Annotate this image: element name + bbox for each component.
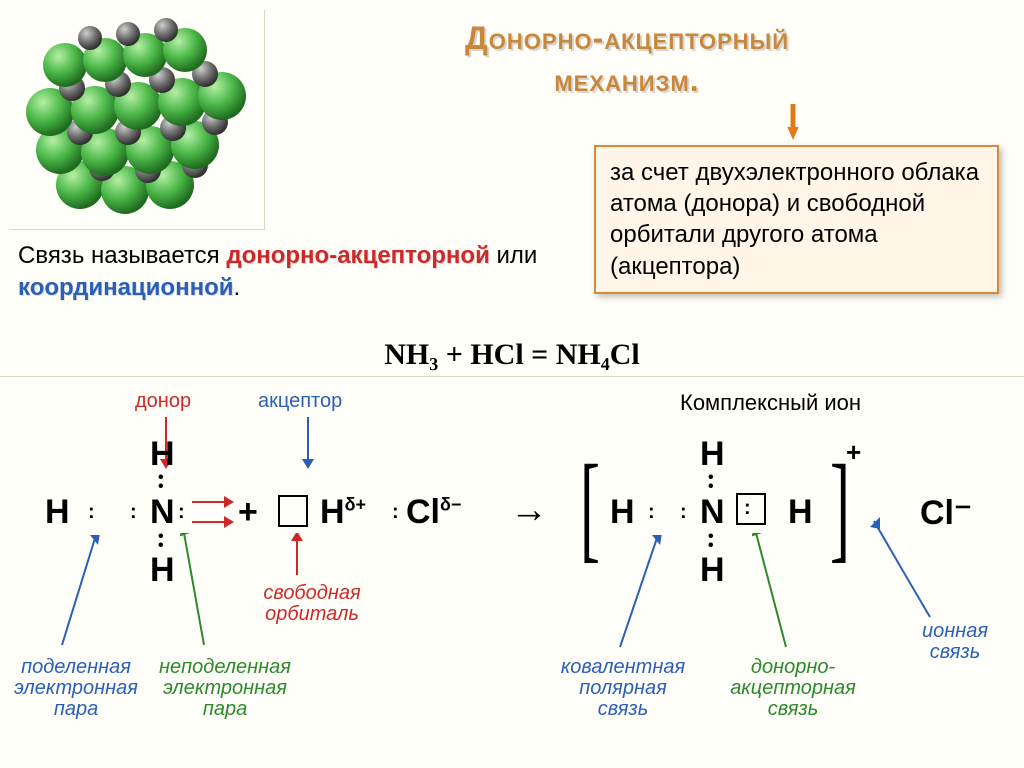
subtext-mid: или xyxy=(490,242,537,269)
plus-sign: + xyxy=(238,493,258,532)
atom-h-acceptor: Hδ+ xyxy=(320,493,366,532)
arrow-down-icon xyxy=(786,104,800,140)
label-da-1: донорно- xyxy=(751,656,835,678)
dots-lone-pair: : xyxy=(178,501,184,524)
label-shared-1: поделенная xyxy=(21,656,131,678)
atom-h-left: H xyxy=(45,493,70,532)
title-line-1: Донорно-акцепторный xyxy=(465,20,789,56)
label-ionic-1: ионная xyxy=(922,620,988,642)
arrow-lone-pair-2 xyxy=(192,515,234,529)
label-acceptor: акцептор xyxy=(258,391,342,412)
label-da-bond: донорно- акцепторная связь xyxy=(718,657,868,720)
dots-n-top-r: •• xyxy=(708,474,714,492)
label-complex-ion: Комплексный ион xyxy=(680,391,861,414)
page-title: Донорно-акцепторный механизм. xyxy=(270,18,984,101)
label-shared-pair: поделенная электронная пара xyxy=(6,657,146,720)
subtext-post: . xyxy=(233,274,240,301)
arrow-shared-pair xyxy=(56,535,102,653)
atom-n-r: N xyxy=(700,493,725,532)
dots-n-bottom-r: •• xyxy=(708,533,714,551)
empty-orbital-box xyxy=(278,495,308,527)
label-freeorb-1: свободная xyxy=(263,582,360,604)
info-box: за счет двухэлектронного облака атома (д… xyxy=(594,145,999,294)
label-free-orbital: свободная орбиталь xyxy=(252,583,372,625)
label-cov-2: полярная xyxy=(579,677,667,699)
molecule-svg xyxy=(10,10,265,230)
arrow-free-orbital xyxy=(290,533,304,581)
arrow-acceptor xyxy=(302,417,314,469)
subtext-coord: координационной xyxy=(18,274,233,301)
delta-minus-sup: δ− xyxy=(440,495,461,515)
label-ionic: ионная связь xyxy=(900,621,1010,663)
mechanism-diagram: донор акцептор Комплексный ион H H N H •… xyxy=(0,376,1024,756)
atom-h-right-r: H xyxy=(788,493,813,532)
label-ionic-2: связь xyxy=(930,641,981,663)
atom-h-bottom-r: H xyxy=(700,551,725,590)
da-orbital-box xyxy=(736,493,766,525)
molecule-illustration xyxy=(10,10,265,230)
dots-n-top: •• xyxy=(158,474,164,492)
label-donor: донор xyxy=(135,391,191,412)
label-covalent-polar: ковалентная полярная связь xyxy=(548,657,698,720)
label-da-3: связь xyxy=(768,698,819,720)
complex-charge: + xyxy=(846,437,861,468)
delta-plus-sup: δ+ xyxy=(345,495,366,515)
label-lone-1: неподеленная xyxy=(159,656,291,678)
atom-cl-left: Clδ− xyxy=(406,493,461,532)
dots-left-shared: : xyxy=(88,501,94,524)
atom-h-left-r: H xyxy=(610,493,635,532)
reaction-arrow: → xyxy=(510,489,548,532)
arrow-ionic xyxy=(870,513,960,623)
bond-definition: Связь называется донорно-акцепторной или… xyxy=(18,240,548,305)
title-line-2: механизм. xyxy=(554,62,699,98)
arrow-lone-pair-1 xyxy=(192,495,234,509)
label-shared-3: пара xyxy=(54,698,98,720)
atom-n: N xyxy=(150,493,175,532)
arrow-da-bond xyxy=(752,533,792,653)
arrow-lone-pair-down xyxy=(180,533,210,653)
dots-da: : xyxy=(744,497,750,520)
arrow-covalent xyxy=(614,535,666,653)
dots-n-bottom: •• xyxy=(158,533,164,551)
atom-h-bottom: H xyxy=(150,551,175,590)
label-cov-1: ковалентная xyxy=(561,656,685,678)
subtext-pre: Связь называется xyxy=(18,242,226,269)
label-lone-2: электронная xyxy=(163,677,287,699)
label-da-2: акцепторная xyxy=(730,677,856,699)
label-freeorb-2: орбиталь xyxy=(265,603,359,625)
label-shared-2: электронная xyxy=(14,677,138,699)
dots-left-n: : xyxy=(130,501,136,524)
dots-nh-left-r: : xyxy=(648,501,654,524)
label-lone-3: пара xyxy=(203,698,247,720)
bracket-left: [ xyxy=(580,447,600,567)
dots-cl: : xyxy=(392,501,398,524)
chemical-equation: NH₃ + HCl = NH₄Cl xyxy=(0,338,1024,372)
label-cov-3: связь xyxy=(598,698,649,720)
subtext-donor: донорно-акцепторной xyxy=(226,242,489,269)
dots-n-left-r: : xyxy=(680,501,686,524)
label-lone-pair: неподеленная электронная пара xyxy=(150,657,300,720)
